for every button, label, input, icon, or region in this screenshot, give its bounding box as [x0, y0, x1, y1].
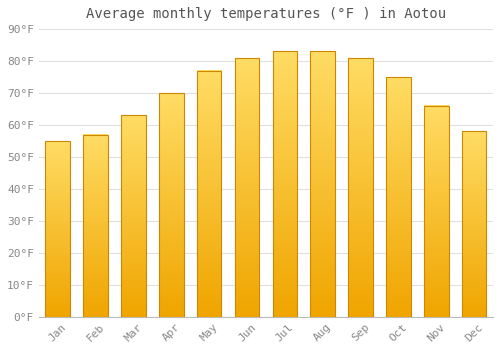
- Title: Average monthly temperatures (°F ) in Aotou: Average monthly temperatures (°F ) in Ao…: [86, 7, 446, 21]
- Bar: [310, 51, 335, 317]
- Bar: [46, 141, 70, 317]
- Bar: [272, 51, 297, 317]
- Bar: [159, 93, 184, 317]
- Bar: [197, 71, 222, 317]
- Bar: [234, 58, 260, 317]
- Bar: [348, 58, 373, 317]
- Bar: [424, 106, 448, 317]
- Bar: [84, 134, 108, 317]
- Bar: [121, 116, 146, 317]
- Bar: [462, 131, 486, 317]
- Bar: [386, 77, 410, 317]
